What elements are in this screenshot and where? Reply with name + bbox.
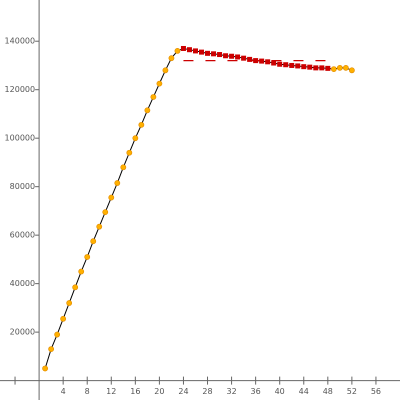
x-tick-label: 20 xyxy=(154,387,164,396)
point xyxy=(253,58,259,64)
point xyxy=(144,107,151,114)
point xyxy=(259,58,265,64)
x-tick-label: 12 xyxy=(106,387,116,396)
point xyxy=(336,64,343,71)
point xyxy=(192,48,198,54)
point xyxy=(283,62,289,68)
point xyxy=(72,284,79,291)
point xyxy=(168,55,175,62)
point xyxy=(120,164,127,171)
x-tick-label: 28 xyxy=(202,387,212,396)
x-tick-label: 4 xyxy=(61,387,66,396)
y-tick-label: 140000 xyxy=(5,37,36,46)
point xyxy=(319,65,325,71)
point xyxy=(217,52,223,58)
point xyxy=(126,149,133,156)
point xyxy=(162,67,169,74)
point xyxy=(295,63,301,69)
point xyxy=(102,209,109,216)
y-tick-label: 80000 xyxy=(10,182,35,191)
point xyxy=(174,48,181,54)
point xyxy=(330,66,337,72)
point xyxy=(235,54,241,60)
point xyxy=(60,315,67,322)
y-tick-label: 20000 xyxy=(10,328,35,337)
point xyxy=(84,254,91,260)
x-tick-label: 36 xyxy=(251,387,261,396)
y-tick-label: 40000 xyxy=(10,279,35,288)
point xyxy=(223,53,229,59)
point xyxy=(211,51,217,57)
x-tick-label: 16 xyxy=(130,387,140,396)
point xyxy=(247,56,253,62)
point xyxy=(156,80,163,87)
point xyxy=(265,59,271,65)
point xyxy=(301,64,307,70)
point xyxy=(342,64,349,71)
point xyxy=(325,65,331,71)
point xyxy=(205,50,211,56)
point xyxy=(90,238,97,245)
x-tick-label: 8 xyxy=(85,387,90,396)
y-tick-label: 100000 xyxy=(5,134,36,143)
point xyxy=(132,135,139,142)
point xyxy=(138,121,145,128)
point xyxy=(180,45,186,51)
point xyxy=(114,180,121,186)
point xyxy=(186,47,192,53)
point xyxy=(96,223,103,230)
point xyxy=(277,61,283,67)
x-tick-label: 48 xyxy=(323,387,333,396)
point xyxy=(271,60,277,66)
series-line xyxy=(333,67,353,71)
point xyxy=(289,62,295,68)
x-tick-label: 32 xyxy=(226,387,236,396)
x-tick-label: 24 xyxy=(178,387,188,396)
x-tick-label: 52 xyxy=(347,387,357,396)
point xyxy=(150,94,157,100)
x-tick-label: 44 xyxy=(299,387,309,396)
point xyxy=(78,268,85,275)
x-tick-label: 56 xyxy=(371,387,381,396)
point xyxy=(54,331,61,338)
point xyxy=(42,365,49,372)
y-tick-label: 120000 xyxy=(5,85,36,94)
point xyxy=(313,65,319,71)
point xyxy=(48,346,55,352)
point xyxy=(66,300,73,306)
point xyxy=(241,55,247,61)
point xyxy=(108,194,115,201)
point xyxy=(199,49,205,55)
x-tick-label: 40 xyxy=(275,387,285,396)
point xyxy=(348,67,355,74)
point xyxy=(229,53,235,59)
y-tick-label: 60000 xyxy=(10,231,35,240)
point xyxy=(307,64,313,70)
